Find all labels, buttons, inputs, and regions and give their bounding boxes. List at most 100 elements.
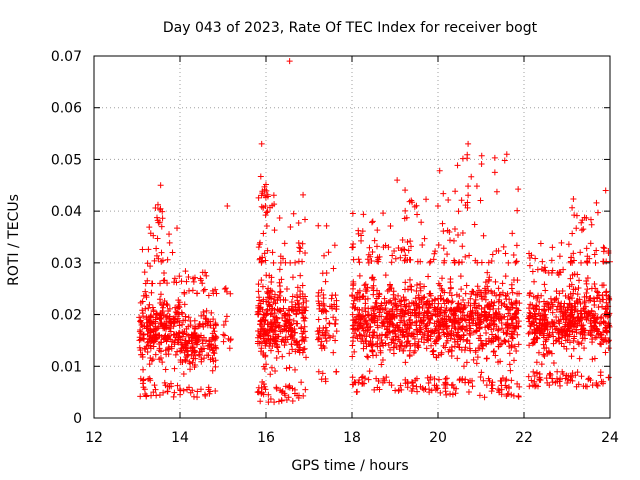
data-point <box>460 331 467 338</box>
data-point <box>581 299 588 306</box>
data-point <box>255 302 262 309</box>
data-point <box>197 277 204 284</box>
data-point <box>452 188 459 195</box>
data-point <box>278 276 285 283</box>
data-point <box>177 348 184 355</box>
data-point <box>514 331 521 338</box>
data-point <box>407 238 414 245</box>
data-point <box>453 291 460 298</box>
data-point <box>444 381 451 388</box>
data-point <box>509 230 516 237</box>
data-point <box>515 341 522 348</box>
data-point <box>261 365 268 372</box>
data-point <box>186 287 193 294</box>
data-point <box>548 257 555 264</box>
data-point <box>296 349 303 356</box>
data-point <box>430 347 437 354</box>
data-point <box>138 321 145 328</box>
data-point <box>296 307 303 314</box>
data-point <box>172 308 179 315</box>
data-point <box>167 325 174 332</box>
data-point <box>531 378 538 385</box>
data-point <box>569 204 576 211</box>
data-point <box>287 224 294 231</box>
data-point <box>157 354 164 361</box>
data-point <box>417 324 424 331</box>
data-point <box>506 361 513 368</box>
data-point <box>402 252 409 259</box>
data-point <box>425 380 432 387</box>
data-point <box>564 322 571 329</box>
data-point <box>286 307 293 314</box>
data-point <box>257 398 264 405</box>
data-point <box>495 326 502 333</box>
data-point <box>362 288 369 295</box>
data-point <box>188 331 195 338</box>
data-point <box>530 339 537 346</box>
x-tick-label: 20 <box>429 430 447 446</box>
data-point <box>555 335 562 342</box>
data-point <box>443 375 450 382</box>
data-point <box>533 322 540 329</box>
data-point <box>159 215 166 222</box>
data-point <box>403 328 410 335</box>
data-point <box>426 314 433 321</box>
data-point <box>470 317 477 324</box>
data-point <box>281 317 288 324</box>
data-point <box>291 386 298 393</box>
data-point <box>172 351 179 358</box>
data-point <box>537 240 544 247</box>
data-point <box>146 301 153 308</box>
data-point <box>594 289 601 296</box>
data-point <box>158 249 165 256</box>
data-point <box>285 394 292 401</box>
data-point <box>463 359 470 366</box>
data-point <box>270 299 277 306</box>
data-point <box>423 345 430 352</box>
data-point <box>404 380 411 387</box>
data-point <box>515 393 522 400</box>
data-point <box>448 299 455 306</box>
data-point <box>464 204 471 211</box>
data-point <box>362 308 369 315</box>
data-point <box>212 335 219 342</box>
data-point <box>474 354 481 361</box>
data-point <box>442 380 449 387</box>
data-point <box>165 344 172 351</box>
data-point <box>160 325 167 332</box>
data-point <box>268 293 275 300</box>
data-point <box>198 312 205 319</box>
data-point <box>454 355 461 362</box>
data-point <box>514 207 521 214</box>
data-point <box>495 386 502 393</box>
data-point <box>180 345 187 352</box>
data-point <box>185 314 192 321</box>
data-point <box>404 333 411 340</box>
data-point <box>443 391 450 398</box>
data-point <box>542 321 549 328</box>
data-point <box>374 258 381 265</box>
data-point <box>506 350 513 357</box>
data-point <box>349 293 356 300</box>
data-point <box>599 282 606 289</box>
data-point <box>549 329 556 336</box>
data-point <box>140 377 147 384</box>
data-point <box>365 259 372 266</box>
data-point <box>473 183 480 190</box>
x-tick-label: 16 <box>257 430 275 446</box>
data-point <box>349 311 356 318</box>
data-point <box>203 352 210 359</box>
data-point <box>439 275 446 282</box>
data-point <box>513 258 520 265</box>
x-tick-label: 22 <box>515 430 533 446</box>
data-point <box>455 333 462 340</box>
data-point <box>491 299 498 306</box>
data-point <box>349 374 356 381</box>
data-point <box>537 313 544 320</box>
data-point <box>577 300 584 307</box>
data-point <box>408 299 415 306</box>
data-point <box>257 173 264 180</box>
data-point <box>569 295 576 302</box>
data-point <box>578 227 585 234</box>
data-point <box>261 250 268 257</box>
